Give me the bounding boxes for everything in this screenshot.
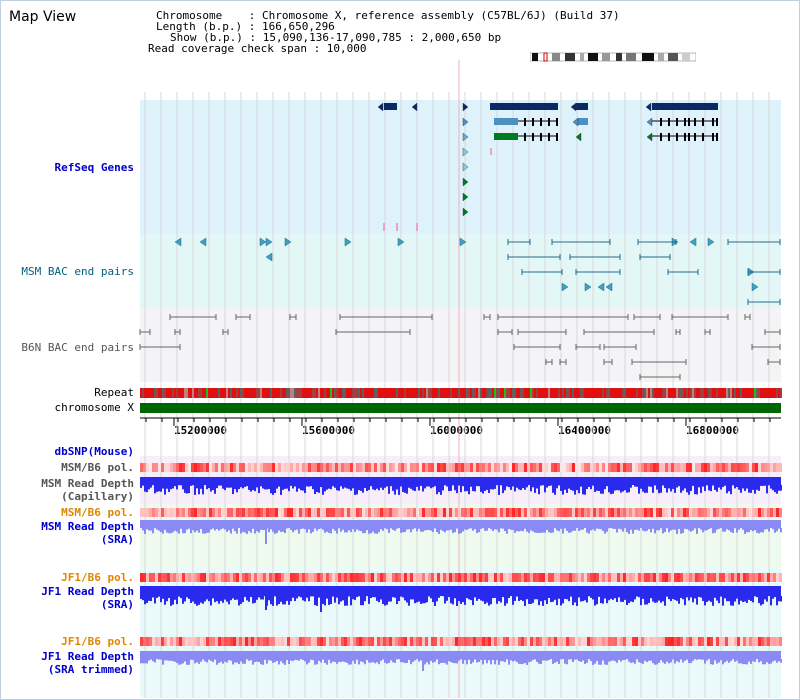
msm-pol-label-2: MSM/B6 pol. xyxy=(61,506,134,519)
info-show: Show (b.p.) : 15,090,136-17,090,785 : 2,… xyxy=(170,31,502,44)
info-length: Length (b.p.) : 166,650,296 xyxy=(156,20,335,33)
chromosome-idiogram[interactable] xyxy=(530,52,696,62)
dbsnp-label[interactable]: dbSNP(Mouse) xyxy=(54,445,134,458)
refseq-genes-label[interactable]: RefSeq Genes xyxy=(54,161,134,174)
axis-tick: 16800000 xyxy=(686,424,739,437)
msm-pol-label-1: MSM/B6 pol. xyxy=(61,461,134,474)
chromosome-info: Chromosome : Chromosome X, reference ass… xyxy=(148,10,620,54)
jf1-depth-trim-sub: (SRA trimmed) xyxy=(47,663,134,676)
msm-bac-label[interactable]: MSM BAC end pairs xyxy=(21,265,134,278)
jf1-depth-trim-label: JF1 Read Depth xyxy=(41,650,134,663)
info-coverage: Read coverage check span : 10,000 xyxy=(148,42,367,55)
axis-tick: 15200000 xyxy=(174,424,227,437)
msm-depth-capillary-sub: (Capillary) xyxy=(61,490,134,503)
chromosome-label: chromosome X xyxy=(54,401,134,414)
repeat-label: Repeat xyxy=(94,386,134,399)
page-title: Map View xyxy=(9,9,77,25)
jf1-depth-sra-label: JF1 Read Depth xyxy=(41,585,134,598)
b6n-bac-label[interactable]: B6N BAC end pairs xyxy=(21,341,134,354)
axis-tick: 16400000 xyxy=(558,424,611,437)
msm-depth-sra-label: MSM Read Depth xyxy=(41,520,134,533)
axis-tick: 15600000 xyxy=(302,424,355,437)
axis-tick: 16000000 xyxy=(430,424,483,437)
jf1-pol-label-2: JF1/B6 pol. xyxy=(61,635,134,648)
msm-depth-capillary-label: MSM Read Depth xyxy=(41,477,134,490)
jf1-pol-label-1: JF1/B6 pol. xyxy=(61,571,134,584)
jf1-depth-sra-sub: (SRA) xyxy=(100,598,134,611)
msm-depth-sra-sub: (SRA) xyxy=(100,533,134,546)
info-chromosome: Chromosome : Chromosome X, reference ass… xyxy=(156,9,620,22)
